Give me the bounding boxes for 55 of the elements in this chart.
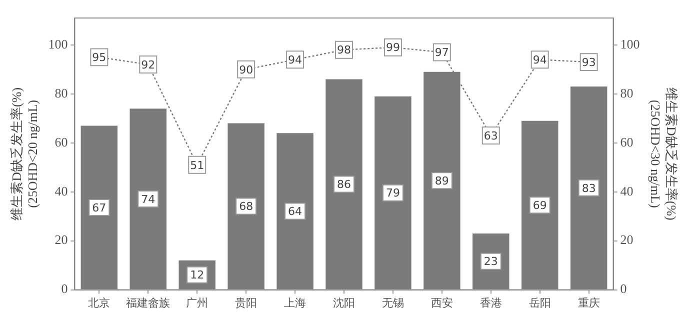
data-label: 69	[532, 198, 547, 212]
data-label: 63	[484, 129, 498, 142]
y-tick-label: 0	[61, 281, 68, 296]
x-tick-label: 广州	[186, 296, 208, 310]
y2-tick-label: 80	[620, 85, 634, 100]
y2-tick-label: 60	[620, 134, 634, 150]
data-label: 83	[582, 182, 596, 195]
data-label: 98	[337, 44, 351, 57]
bar	[80, 126, 118, 290]
data-label: 94	[532, 53, 547, 66]
bar	[374, 96, 412, 290]
y2-tick-label: 0	[620, 281, 627, 296]
data-label: 74	[141, 192, 156, 206]
x-tick-label: 无锡	[382, 297, 404, 310]
data-label: 12	[190, 268, 204, 282]
y-tick-label: 20	[54, 232, 68, 248]
data-label: 89	[434, 174, 449, 188]
x-tick-label: 香港	[480, 296, 502, 310]
y2-axis-title: 维生素D缺乏发生率(%) (25OHD<30 ng/mL)	[648, 87, 679, 220]
data-label: 90	[239, 63, 254, 76]
x-tick-label: 岳阳	[528, 296, 551, 310]
x-tick-label: 北京	[88, 296, 110, 310]
x-tick-label: 西安	[430, 296, 453, 310]
data-label: 86	[337, 178, 351, 192]
data-label: 97	[434, 46, 449, 60]
data-label: 67	[92, 201, 106, 214]
data-label: 79	[386, 186, 400, 200]
y2-tick-label: 100	[620, 36, 640, 52]
x-tick-label: 上海	[284, 296, 306, 310]
x-tick-label: 福建畲族	[126, 296, 170, 310]
y-tick-label: 60	[54, 134, 68, 150]
bar	[228, 123, 264, 290]
data-label: 68	[239, 200, 254, 214]
y2-tick-label: 40	[620, 183, 634, 198]
data-label: 93	[582, 56, 596, 69]
data-label: 23	[484, 255, 498, 268]
bar	[570, 86, 608, 290]
data-label: 64	[288, 205, 302, 218]
bar	[326, 79, 362, 290]
y-tick-label: 40	[54, 183, 68, 198]
data-label: 95	[92, 51, 106, 64]
x-tick-label: 贵阳	[235, 296, 258, 310]
y-tick-label: 80	[54, 85, 68, 100]
data-label: 92	[141, 58, 156, 72]
y2-tick-label: 20	[620, 232, 634, 248]
bar	[130, 108, 167, 290]
x-tick-label: 沈阳	[333, 296, 355, 310]
data-label: 94	[288, 53, 302, 66]
bar	[521, 120, 558, 290]
data-label: 51	[190, 158, 204, 172]
data-label: 99	[386, 41, 400, 54]
bar	[276, 133, 314, 290]
y-tick-label: 100	[48, 36, 68, 52]
x-tick-label: 重庆	[578, 296, 600, 310]
y-axis-title: 维生素D缺乏发生率(%) (25OHD<20 ng/mL)	[9, 87, 40, 220]
